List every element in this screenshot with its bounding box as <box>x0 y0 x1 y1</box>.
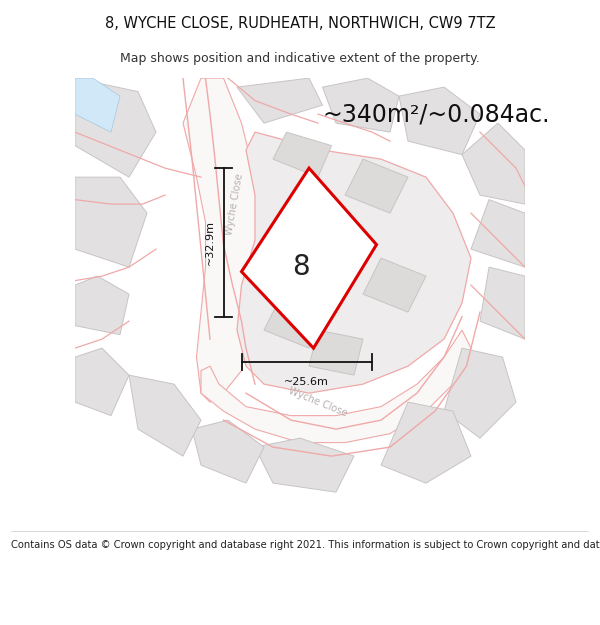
Polygon shape <box>309 330 363 375</box>
Polygon shape <box>323 78 399 132</box>
Polygon shape <box>381 402 471 483</box>
Text: Contains OS data © Crown copyright and database right 2021. This information is : Contains OS data © Crown copyright and d… <box>11 540 600 550</box>
Polygon shape <box>399 87 480 154</box>
Polygon shape <box>201 330 471 442</box>
Polygon shape <box>471 199 525 267</box>
Polygon shape <box>75 276 129 334</box>
Polygon shape <box>462 123 525 204</box>
Polygon shape <box>237 132 471 393</box>
Text: 8, WYCHE CLOSE, RUDHEATH, NORTHWICH, CW9 7TZ: 8, WYCHE CLOSE, RUDHEATH, NORTHWICH, CW9… <box>104 16 496 31</box>
Polygon shape <box>183 78 264 402</box>
Polygon shape <box>255 438 354 492</box>
Polygon shape <box>273 132 331 177</box>
Polygon shape <box>75 348 129 416</box>
Text: ~32.9m: ~32.9m <box>205 220 215 265</box>
Polygon shape <box>192 420 264 483</box>
Polygon shape <box>75 78 120 132</box>
Polygon shape <box>480 267 525 339</box>
Polygon shape <box>264 294 323 348</box>
Polygon shape <box>345 159 408 213</box>
Polygon shape <box>129 375 201 456</box>
Text: Wyche Close: Wyche Close <box>287 386 349 419</box>
Polygon shape <box>75 78 156 177</box>
Polygon shape <box>363 258 426 312</box>
Text: ~340m²/~0.084ac.: ~340m²/~0.084ac. <box>323 102 550 126</box>
Text: Wyche Close: Wyche Close <box>224 173 245 236</box>
Text: Map shows position and indicative extent of the property.: Map shows position and indicative extent… <box>120 52 480 65</box>
Polygon shape <box>75 177 147 267</box>
Polygon shape <box>444 348 516 438</box>
Polygon shape <box>237 78 323 123</box>
Text: ~25.6m: ~25.6m <box>284 377 329 387</box>
Polygon shape <box>241 168 377 348</box>
Text: 8: 8 <box>292 253 310 281</box>
